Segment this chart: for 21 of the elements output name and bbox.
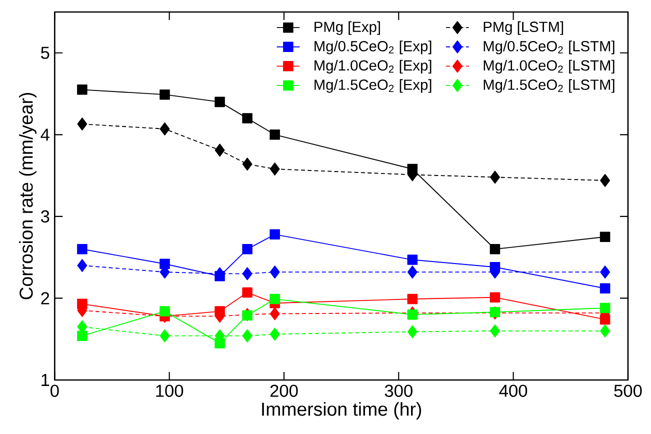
y-tick-label: 3 bbox=[40, 210, 50, 223]
legend-label: Mg/0.5CeO$_{2}$ [LSTM] bbox=[484, 40, 614, 54]
y-axis-title: Corrosion rate (mm/year) bbox=[19, 92, 36, 300]
y-tick-label: 2 bbox=[41, 292, 50, 304]
x-tick-label: 500 bbox=[614, 384, 642, 397]
y-tick-label: 1 bbox=[42, 374, 50, 386]
x-tick-label: 200 bbox=[270, 384, 298, 397]
legend-label: Mg/1.0CeO$_{2}$ [Exp] bbox=[314, 60, 432, 74]
legend-label: Mg/1.5CeO$_{2}$ [LSTM] bbox=[484, 79, 614, 93]
x-axis-title: Immersion time (hr) bbox=[262, 402, 422, 420]
legend-label: Mg/1.5CeO$_{2}$ [Exp] bbox=[314, 79, 432, 93]
y-tick-label: 4 bbox=[40, 128, 50, 141]
legend-label: Mg/1.0CeO$_{2}$ [LSTM] bbox=[484, 60, 614, 74]
y-tick-label: 5 bbox=[41, 46, 50, 59]
x-tick-label: 300 bbox=[384, 384, 412, 397]
legend-label: Mg/0.5CeO$_{2}$ [Exp] bbox=[314, 40, 432, 54]
x-tick-label: 100 bbox=[156, 384, 184, 397]
x-tick-label: 0 bbox=[50, 384, 59, 397]
legend-label: PMg [LSTM] bbox=[484, 21, 564, 35]
x-tick-label: 400 bbox=[499, 384, 528, 397]
legend-label: PMg [Exp] bbox=[314, 21, 380, 35]
